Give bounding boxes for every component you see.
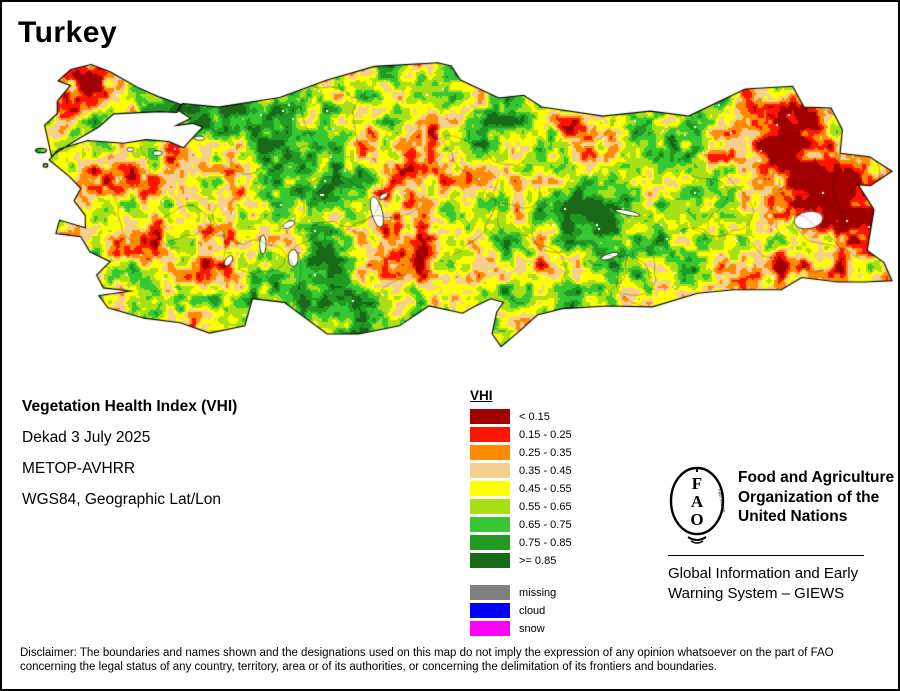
fao-block: F A O FIAT PANIS Food and Agriculture Or… (668, 465, 894, 604)
legend-gap (470, 571, 572, 585)
legend-label: missing (519, 586, 557, 599)
svg-text:A: A (691, 492, 704, 511)
legend-label: >= 0.85 (519, 554, 557, 567)
legend-label: 0.55 - 0.65 (519, 500, 572, 513)
legend-row: 0.45 - 0.55 (470, 481, 572, 496)
legend-label: cloud (519, 604, 546, 617)
legend-swatch (470, 409, 510, 424)
legend-label: 0.15 - 0.25 (519, 428, 572, 441)
map-info-projection: WGS84, Geographic Lat/Lon (22, 491, 222, 508)
legend-label: snow (519, 622, 545, 635)
legend-row: < 0.15 (470, 409, 572, 424)
legend-label: 0.35 - 0.45 (519, 464, 572, 477)
disclaimer-text: Disclaimer: The boundaries and names sho… (20, 647, 834, 673)
page-title: Turkey (18, 16, 118, 49)
legend-label: 0.75 - 0.85 (519, 536, 572, 549)
legend-row: missing (470, 585, 572, 600)
svg-text:F: F (692, 474, 702, 493)
fao-name: Food and Agriculture Organization of the… (738, 465, 894, 527)
giews-line1: Global Information and Early (668, 565, 859, 582)
legend-row: snow (470, 621, 572, 636)
giews-text: Global Information and Early Warning Sys… (668, 564, 868, 604)
legend-swatch (470, 463, 510, 478)
legend-swatch (470, 603, 510, 618)
legend-title: VHI (470, 388, 493, 403)
legend-swatch (470, 445, 510, 460)
fao-name-line2: Organization of the (738, 488, 880, 506)
legend-extra-rows: missing cloud snow (470, 585, 572, 636)
legend-row: cloud (470, 603, 572, 618)
legend-row: >= 0.85 (470, 553, 572, 568)
legend-row: 0.75 - 0.85 (470, 535, 572, 550)
legend-row: 0.25 - 0.35 (470, 445, 572, 460)
map-info-title: Vegetation Health Index (VHI) (22, 398, 238, 415)
legend-swatch (470, 427, 510, 442)
fao-name-line3: United Nations (738, 508, 848, 525)
legend-rows: < 0.15 0.15 - 0.25 0.25 - 0.35 0.35 - 0.45 0… (470, 409, 572, 568)
legend-row: 0.35 - 0.45 (470, 463, 572, 478)
giews-line2: Warning System – GIEWS (668, 585, 845, 602)
vhi-legend: VHI < 0.15 0.15 - 0.25 0.25 - 0.35 0.35 - 0… (470, 388, 572, 639)
legend-row: 0.15 - 0.25 (470, 427, 572, 442)
legend-swatch (470, 517, 510, 532)
svg-text:O: O (690, 510, 703, 529)
map-info-block: Vegetation Health Index (VHI) Dekad 3 Ju… (22, 398, 237, 522)
map-info-sensor: METOP-AVHRR (22, 460, 136, 477)
legend-swatch (470, 553, 510, 568)
fao-divider (668, 555, 864, 556)
legend-label: 0.25 - 0.35 (519, 446, 572, 459)
fao-logo-icon: F A O FIAT PANIS (669, 466, 726, 544)
legend-swatch (470, 481, 510, 496)
legend-row: 0.65 - 0.75 (470, 517, 572, 532)
legend-label: < 0.15 (519, 410, 550, 423)
map-info-dekad: Dekad 3 July 2025 (22, 429, 151, 446)
legend-label: 0.45 - 0.55 (519, 482, 572, 495)
legend-swatch (470, 535, 510, 550)
legend-label: 0.65 - 0.75 (519, 518, 572, 531)
legend-swatch (470, 585, 510, 600)
legend-row: 0.55 - 0.65 (470, 499, 572, 514)
fao-name-line1: Food and Agriculture (738, 469, 895, 486)
legend-swatch (470, 621, 510, 636)
vhi-map-canvas (0, 0, 900, 370)
legend-swatch (470, 499, 510, 514)
svg-text:FIAT PANIS: FIAT PANIS (717, 489, 726, 513)
